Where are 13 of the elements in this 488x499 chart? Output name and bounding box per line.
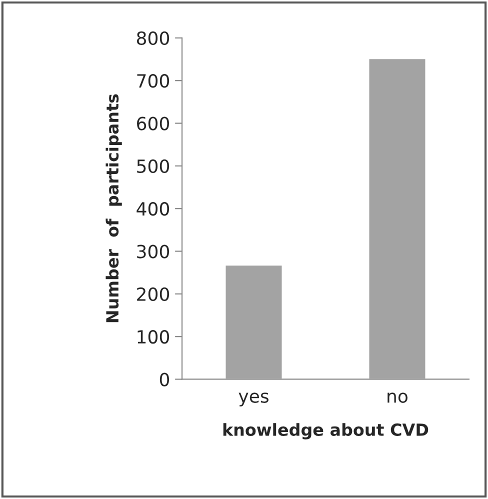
x-axis-title: knowledge about CVD: [223, 423, 428, 440]
y-tick-label: 800: [136, 31, 170, 46]
y-tick-label: 500: [137, 159, 170, 174]
x-tick-label: no: [388, 392, 408, 403]
y-tick-label: 700: [137, 74, 170, 88]
y-tick-label: 100: [138, 330, 170, 344]
y-axis-title: Number of participants: [106, 94, 122, 322]
y-tick-label: 0: [160, 372, 170, 386]
y-tick-label: 200: [137, 287, 170, 302]
y-tick-label: 400: [136, 202, 170, 216]
y-tick-label: 300: [137, 244, 170, 258]
y-tick-label: 600: [137, 116, 170, 130]
x-tick-label: yes: [238, 392, 268, 406]
